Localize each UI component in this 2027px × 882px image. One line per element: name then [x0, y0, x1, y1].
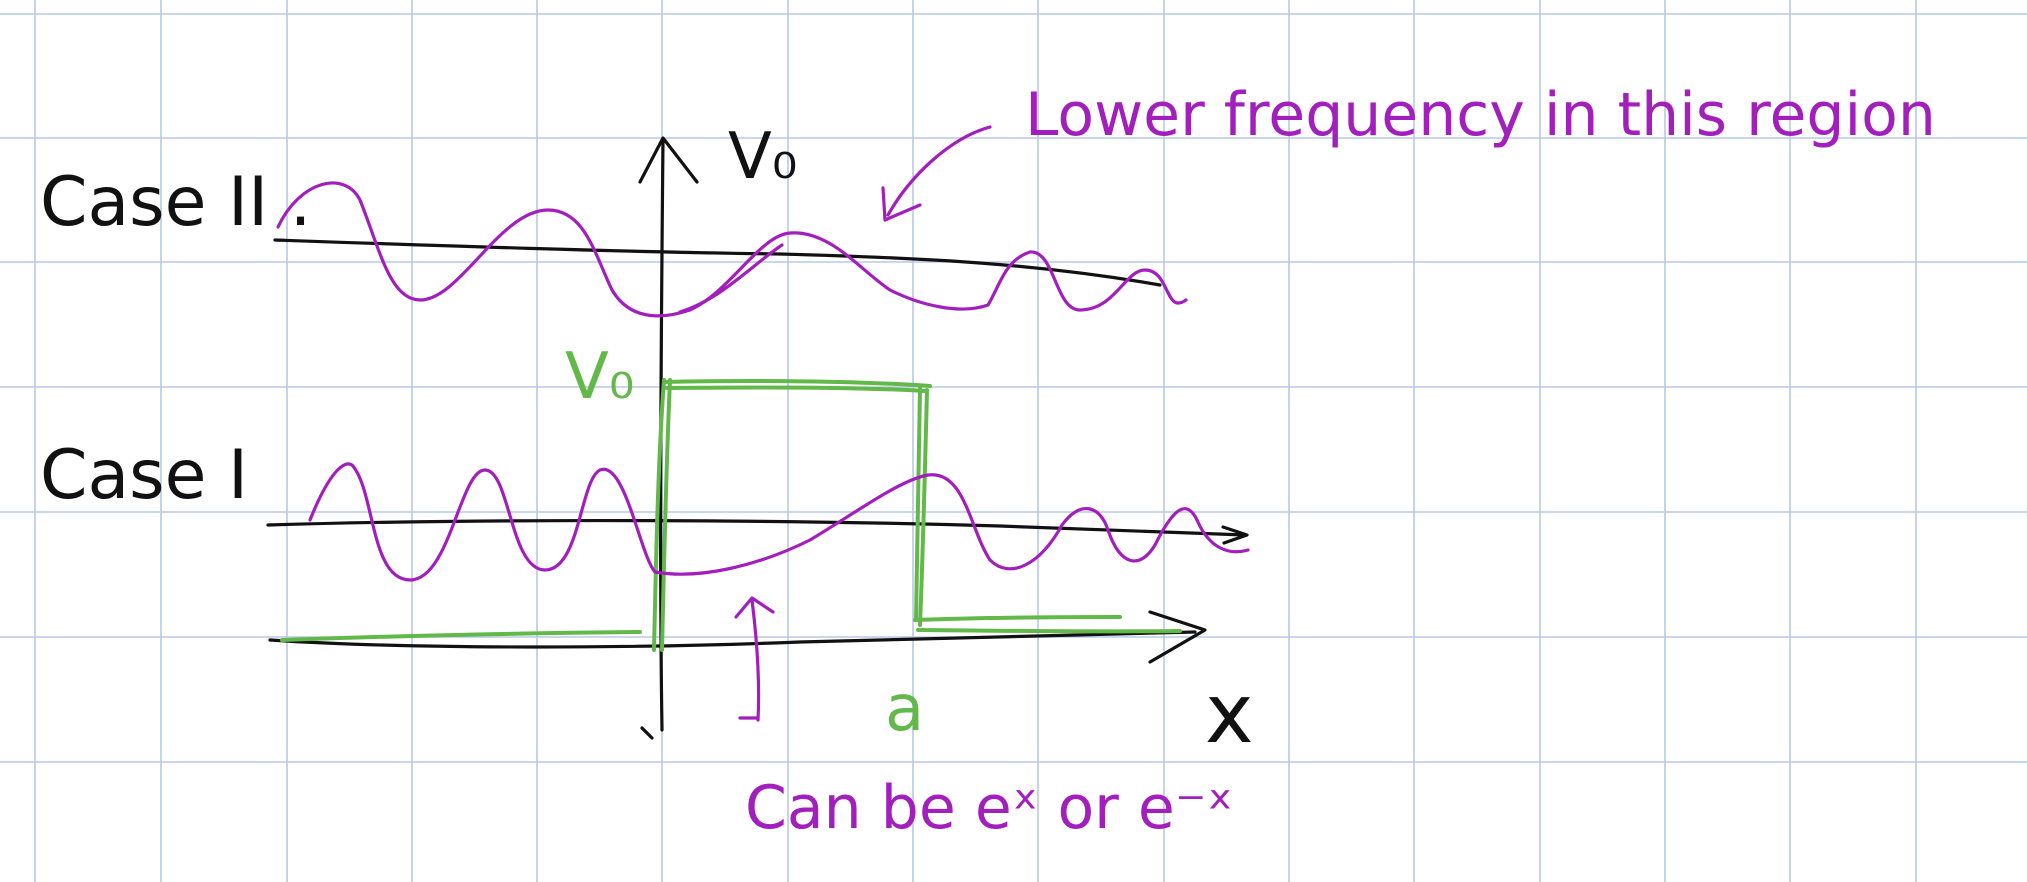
x-axis-label: x — [1205, 667, 1254, 762]
wave-case-two — [276, 181, 1188, 318]
case-one-label: Case I — [40, 436, 248, 515]
wave-case-two-path — [276, 181, 1188, 318]
barrier-left-floor — [280, 630, 642, 642]
top-annotation-arrowhead — [881, 186, 922, 222]
potential-barrier — [280, 378, 1182, 652]
baseline-case-one — [266, 518, 1247, 537]
barrier-right-wall-stroke2 — [918, 388, 929, 627]
barrier-left-wall — [652, 378, 666, 652]
vertical-axis-foot — [640, 726, 654, 740]
barrier-left-wall-stroke2 — [660, 378, 672, 652]
potential-top-label: V₀ — [728, 120, 797, 194]
top-annotation-arrow — [886, 125, 992, 217]
barrier-right-floor-stroke2 — [916, 628, 1182, 634]
bottom-annotation-arrow — [750, 598, 761, 722]
annotation-bottom: Can be eˣ or e⁻ˣ — [745, 773, 1233, 843]
x-axis-arrowhead — [1148, 610, 1207, 664]
baseline-case-one-arrowhead — [1221, 525, 1249, 545]
vertical-axis-arrowhead — [638, 136, 699, 184]
barrier-top — [662, 379, 932, 388]
vertical-axis — [659, 138, 665, 732]
barrier-edge-label: a — [885, 672, 924, 746]
annotation-top: Lower frequency in this region — [1025, 80, 1936, 150]
potential-barrier-label: V₀ — [565, 340, 634, 414]
barrier-right-wall — [914, 386, 922, 622]
barrier-top-stroke2 — [665, 385, 927, 393]
bottom-annotation-arrowhead — [734, 596, 775, 619]
case-two-label: Case II . — [40, 163, 311, 242]
wave-case-two-overlap — [678, 243, 784, 314]
axes — [266, 136, 1249, 740]
x-axis — [268, 630, 1197, 649]
barrier-right-floor — [913, 615, 1122, 622]
wave-case-one — [308, 462, 1250, 582]
annotation-arrows — [734, 125, 992, 722]
wave-case-one-path — [308, 462, 1250, 582]
